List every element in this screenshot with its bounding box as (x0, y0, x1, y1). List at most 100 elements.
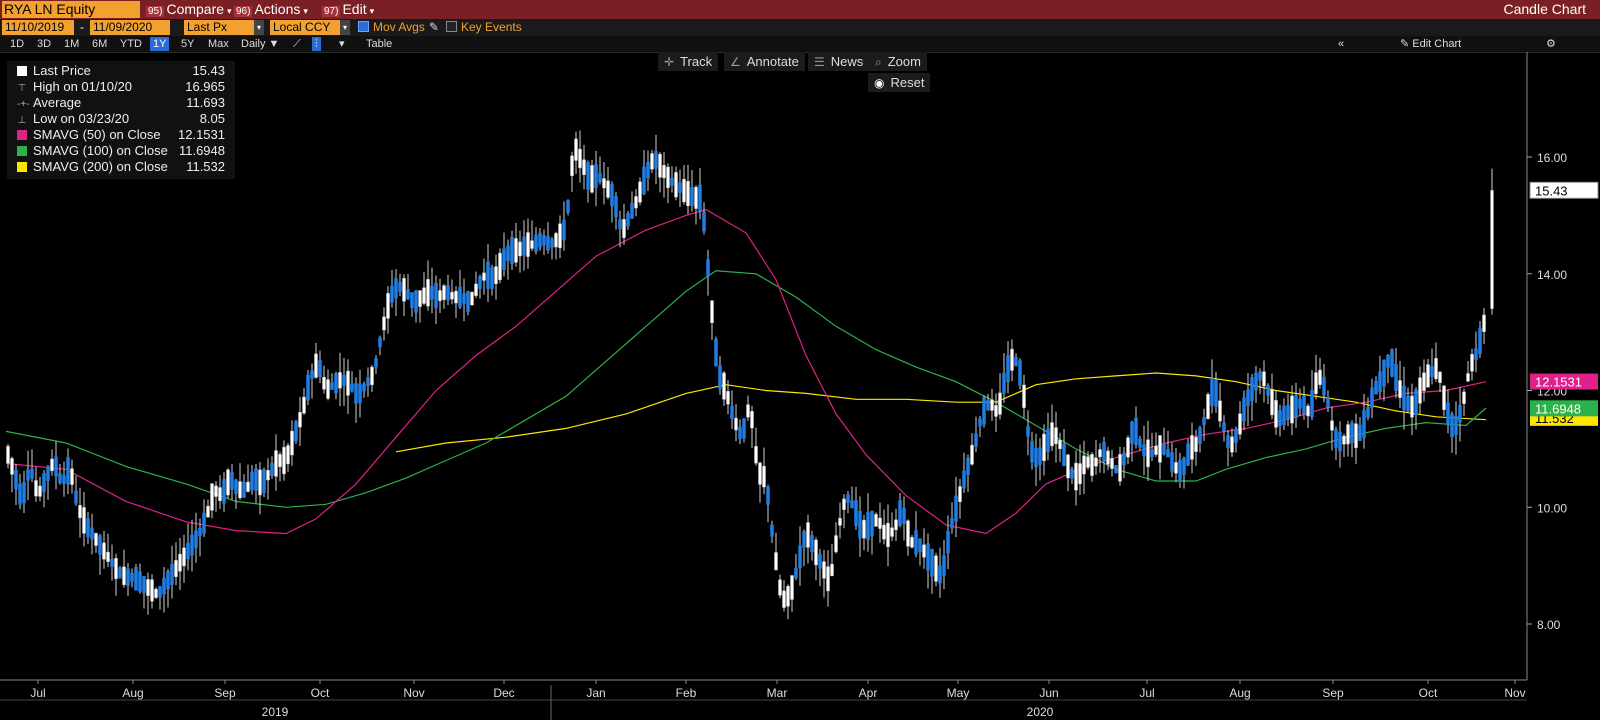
candle (954, 495, 958, 522)
crosshair-icon: ✛ (664, 55, 675, 69)
range-1m-button[interactable]: 1M (64, 38, 80, 50)
smavg-50-label: 12.1531 (1535, 375, 1582, 390)
candle (730, 405, 734, 419)
news-button[interactable]: ☰ News (808, 52, 870, 71)
candle (1162, 443, 1166, 455)
candle (134, 566, 138, 591)
candle (6, 445, 10, 464)
candle (938, 565, 942, 584)
range-max-button[interactable]: Max (208, 38, 229, 50)
candle (1006, 355, 1010, 383)
start-date-field[interactable]: 11/10/2019 (2, 20, 74, 35)
candle (786, 585, 790, 607)
candle (242, 481, 246, 498)
candle (906, 520, 910, 547)
legend-label: SMAVG (100) on Close (33, 143, 168, 158)
candle (526, 232, 530, 257)
candle (950, 518, 954, 529)
chart-type-dropdown-icon[interactable]: ▾ (339, 38, 345, 50)
candle (478, 276, 482, 289)
currency-select[interactable]: Local CCY ▾ (270, 20, 350, 35)
candle (326, 379, 330, 399)
candle (1090, 454, 1094, 476)
candle (878, 517, 882, 529)
caret-down-icon: ▾ (303, 6, 308, 16)
range-1d-button[interactable]: 1D (10, 38, 25, 50)
line-chart-icon[interactable]: ⟋ (293, 38, 301, 50)
x-tick-label: Jun (1039, 686, 1058, 700)
candle (1294, 394, 1298, 419)
key-events-toggle[interactable]: Key Events (446, 20, 522, 35)
mov-avgs-toggle[interactable]: Mov Avgs ✎ (358, 20, 439, 35)
y-tick-label: 10.00 (1537, 501, 1567, 515)
candle (206, 505, 210, 518)
range-1y-button[interactable]: 1Y (150, 37, 170, 51)
candle (1038, 447, 1042, 465)
candle (1314, 372, 1318, 395)
edit-chart-button[interactable]: ✎ Edit Chart (1400, 37, 1461, 51)
candle (1458, 405, 1462, 423)
annotate-label: Annotate (746, 54, 799, 69)
candle (1042, 433, 1046, 462)
collapse-icon[interactable]: « (1338, 38, 1345, 50)
candle (1242, 397, 1246, 422)
candle (930, 548, 934, 577)
x-tick-label: Sep (1322, 686, 1344, 700)
candle (562, 219, 566, 241)
compare-menu[interactable]: 95) Compare ▾ (146, 1, 232, 18)
candle (1290, 395, 1294, 424)
legend-value: 15.43 (192, 63, 225, 78)
pencil-icon[interactable]: ✎ (428, 20, 439, 34)
legend-label: SMAVG (200) on Close (33, 159, 168, 174)
edit-menu[interactable]: 97) Edit ▾ (322, 1, 374, 18)
candle (894, 519, 898, 531)
range-3d-button[interactable]: 3D (37, 38, 52, 50)
candle (590, 165, 594, 193)
smavg-100-label: 11.6948 (1535, 401, 1581, 416)
candle (190, 534, 194, 556)
actions-menu[interactable]: 96) Actions ▾ (234, 1, 308, 18)
candle-chart-icon[interactable]: ⫶ (312, 37, 321, 51)
candle (1394, 363, 1398, 391)
end-date-field[interactable]: 11/09/2020 (90, 20, 170, 35)
range-ytd-button[interactable]: YTD (120, 38, 142, 50)
news-icon: ☰ (814, 55, 825, 69)
candle (86, 518, 90, 538)
table-button[interactable]: Table (366, 38, 393, 50)
frequency-select[interactable]: Daily ▼ (238, 37, 282, 51)
range-6m-button[interactable]: 6M (92, 38, 108, 50)
legend-label: High on 01/10/20 (33, 79, 133, 94)
candle (1178, 459, 1182, 482)
candle (1142, 444, 1146, 457)
candle (1446, 402, 1450, 426)
candle (1366, 407, 1370, 418)
candle (410, 292, 414, 308)
candle (394, 278, 398, 299)
candle (1382, 359, 1386, 387)
gear-icon[interactable]: ⚙ (1546, 38, 1556, 50)
candle (1474, 348, 1478, 360)
candle (438, 290, 442, 302)
track-button[interactable]: ✛ Track (658, 52, 719, 71)
range-5y-button[interactable]: 5Y (181, 38, 195, 50)
high-marker-icon: ⊤ (17, 83, 27, 94)
candle (998, 392, 1002, 415)
candle (310, 370, 314, 379)
candle (1210, 378, 1214, 406)
ticker-field[interactable]: RYA LN Equity (2, 1, 140, 18)
candle (1266, 385, 1270, 396)
candle (1262, 371, 1266, 387)
candle (1434, 358, 1438, 380)
field-select[interactable]: Last Px ▾ (184, 20, 264, 35)
candle (594, 164, 598, 188)
reset-icon: ◉ (874, 76, 885, 90)
zoom-button[interactable]: ⌕ Zoom (869, 52, 927, 71)
candle (254, 468, 258, 491)
candle (802, 531, 806, 548)
reset-button[interactable]: ◉ Reset (868, 73, 931, 92)
candle (1106, 450, 1110, 465)
candle (958, 486, 962, 502)
candle (978, 418, 982, 427)
annotate-button[interactable]: ∠ Annotate (724, 52, 805, 71)
